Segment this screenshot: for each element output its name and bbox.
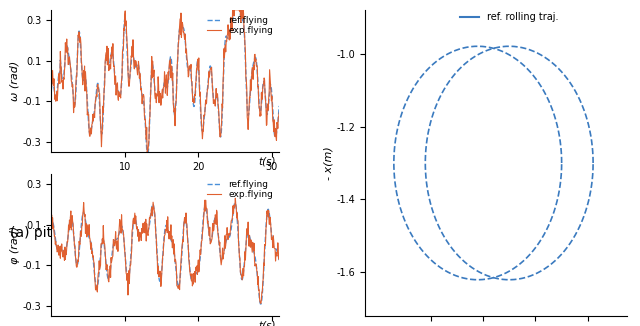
Line: exp.flying: exp.flying [51, 198, 279, 304]
ref.flying [171, 113, 179, 117]
ref.flying [183, 227, 191, 231]
ref.flying [157, 96, 165, 100]
exp.flying [275, 111, 283, 115]
exp.flying [232, 196, 239, 200]
ref.flying [156, 279, 163, 283]
ref.flying [184, 64, 191, 68]
ref.flying [156, 94, 164, 97]
exp.flying [171, 250, 179, 254]
exp.flying [156, 273, 163, 276]
Text: t(s): t(s) [258, 320, 276, 326]
Text: t(s): t(s) [258, 156, 276, 166]
exp.flying [157, 99, 165, 103]
exp.flying [171, 124, 179, 128]
exp.flying [184, 59, 191, 63]
Y-axis label: φ (rad): φ (rad) [10, 226, 20, 264]
Line: ref.flying: ref.flying [51, 203, 279, 304]
exp.flying [257, 302, 265, 305]
exp.flying [47, 223, 55, 227]
Line: ref.flying: ref.flying [51, 0, 279, 156]
ref.flying [275, 259, 283, 262]
ref.flying [157, 277, 164, 281]
Y-axis label: ω (rad): ω (rad) [10, 61, 20, 101]
ref.flying [271, 134, 278, 138]
ref.flying [47, 89, 55, 93]
ref.flying [144, 155, 152, 158]
ref.flying [171, 254, 179, 258]
ref.flying [271, 246, 278, 250]
exp.flying [275, 255, 283, 259]
ref.flying [235, 239, 243, 243]
exp.flying [143, 150, 151, 154]
exp.flying [183, 223, 191, 227]
exp.flying [235, 8, 243, 12]
Y-axis label: - x(m): - x(m) [324, 146, 333, 180]
exp.flying [271, 127, 278, 131]
ref.flying [47, 228, 55, 231]
exp.flying [157, 285, 164, 289]
ref.flying [257, 302, 265, 306]
Legend: ref. rolling traj.: ref. rolling traj. [456, 8, 563, 26]
Line: exp.flying: exp.flying [51, 10, 279, 152]
exp.flying [156, 98, 164, 102]
exp.flying [235, 241, 243, 244]
ref.flying [231, 201, 239, 205]
Text: (a) pitch: (a) pitch [10, 227, 68, 241]
exp.flying [228, 8, 236, 12]
ref.flying [275, 104, 283, 108]
Legend: ref.flying, exp.flying: ref.flying, exp.flying [205, 178, 275, 201]
exp.flying [271, 246, 278, 250]
Legend: ref.flying, exp.flying: ref.flying, exp.flying [205, 14, 275, 37]
exp.flying [47, 86, 55, 90]
